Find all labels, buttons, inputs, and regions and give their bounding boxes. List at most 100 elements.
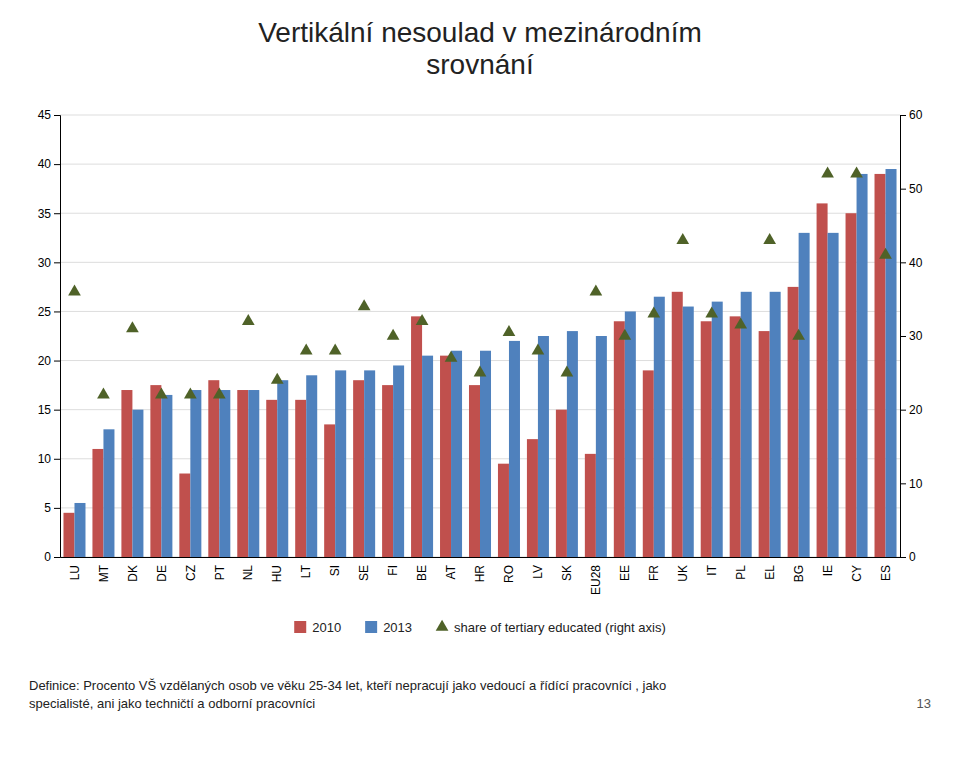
tick: SI: [328, 565, 342, 576]
bar: [701, 321, 712, 557]
marker: [445, 351, 458, 362]
tick: 15: [38, 403, 60, 417]
tick: RO: [502, 565, 516, 583]
tick: 20: [38, 354, 60, 368]
tick: IT: [705, 564, 719, 575]
legend-label: share of tertiary educated (right axis): [454, 620, 666, 635]
bar: [596, 336, 607, 557]
legend-label: 2010: [312, 620, 341, 635]
legend-label: 2013: [383, 620, 412, 635]
tick-mark: [900, 483, 906, 484]
tick: LV: [531, 565, 545, 579]
tick: 25: [38, 305, 60, 319]
marker: [792, 329, 805, 340]
tick-label: ES: [879, 565, 893, 581]
tick-label: 50: [909, 182, 923, 196]
tick-label: 10: [909, 477, 923, 491]
tick-mark: [900, 410, 906, 411]
tick: FR: [647, 565, 661, 581]
bar: [846, 213, 857, 557]
tick-label: PT: [213, 564, 227, 580]
bar: [190, 390, 201, 557]
tick-label: 25: [38, 305, 52, 319]
legend-item: 2010: [294, 620, 341, 635]
bar: [440, 356, 451, 557]
legend-swatch: [294, 621, 306, 633]
tick-label: SI: [328, 565, 342, 576]
marker: [850, 167, 863, 178]
tick-label: 40: [909, 256, 923, 270]
bar: [788, 287, 799, 557]
tick-label: BG: [792, 565, 806, 582]
y-axis: 051015202530354045: [38, 108, 61, 564]
tick-label: LU: [68, 565, 82, 580]
tick-label: EU28: [589, 565, 603, 595]
marker: [68, 284, 81, 295]
grid-line: [60, 164, 900, 165]
marker: [387, 329, 400, 340]
grid-line: [60, 262, 900, 263]
tick-label: PL: [734, 565, 748, 580]
marker: [821, 167, 834, 178]
tick: EU28: [589, 565, 603, 595]
marker: [329, 343, 342, 354]
tick: HU: [270, 565, 284, 582]
tick-label: CZ: [184, 565, 198, 581]
bar: [92, 449, 103, 557]
tick: CY: [850, 565, 864, 582]
footnote: Definice: Procento VŠ vzdělaných osob ve…: [29, 678, 666, 693]
tick-label: 5: [44, 501, 51, 515]
bar: [480, 351, 491, 557]
bar: [527, 439, 538, 557]
bar: [498, 464, 509, 557]
tick-label: DE: [155, 565, 169, 582]
marker: [155, 388, 168, 399]
tick: LT: [299, 564, 313, 578]
tick: HR: [473, 565, 487, 583]
axis-line: [901, 116, 907, 558]
marker: [358, 299, 371, 310]
bar: [614, 321, 625, 557]
bar: [150, 385, 161, 557]
tick: LU: [68, 565, 82, 580]
tick-mark: [900, 557, 906, 558]
tick: 10: [38, 452, 60, 466]
tick: BE: [415, 565, 429, 581]
bar: [121, 390, 132, 557]
bar: [469, 385, 480, 557]
tick-mark: [54, 557, 60, 558]
tick-label: SE: [357, 565, 371, 581]
tick-label: 45: [38, 108, 52, 122]
bar: [759, 331, 770, 557]
bar: [179, 474, 190, 557]
bar: [730, 316, 741, 557]
tick-label: FI: [386, 565, 400, 576]
bar: [857, 174, 868, 557]
grid-line: [60, 115, 900, 116]
marker: [184, 388, 197, 399]
bar: [266, 400, 277, 557]
axis-line: [61, 557, 901, 558]
marker: [474, 365, 487, 376]
marker: [300, 343, 313, 354]
marker: [618, 329, 631, 340]
bar-series: [63, 174, 885, 557]
tick-mark: [54, 311, 60, 312]
tick: AT: [444, 564, 458, 579]
bar: [585, 454, 596, 557]
bar: [382, 385, 393, 557]
tick-mark: [900, 262, 906, 263]
marker: [879, 248, 892, 259]
bar: [411, 316, 422, 557]
axis-line: [54, 116, 61, 558]
marker: [532, 343, 545, 354]
bar: [654, 297, 665, 557]
tick-mark: [54, 115, 60, 116]
bar: [672, 292, 683, 557]
grid-line: [60, 213, 900, 214]
tick-label: MT: [97, 564, 111, 582]
bar: [770, 292, 781, 557]
tick-label: 40: [38, 157, 52, 171]
bar: [875, 174, 886, 557]
marker: [734, 318, 747, 329]
